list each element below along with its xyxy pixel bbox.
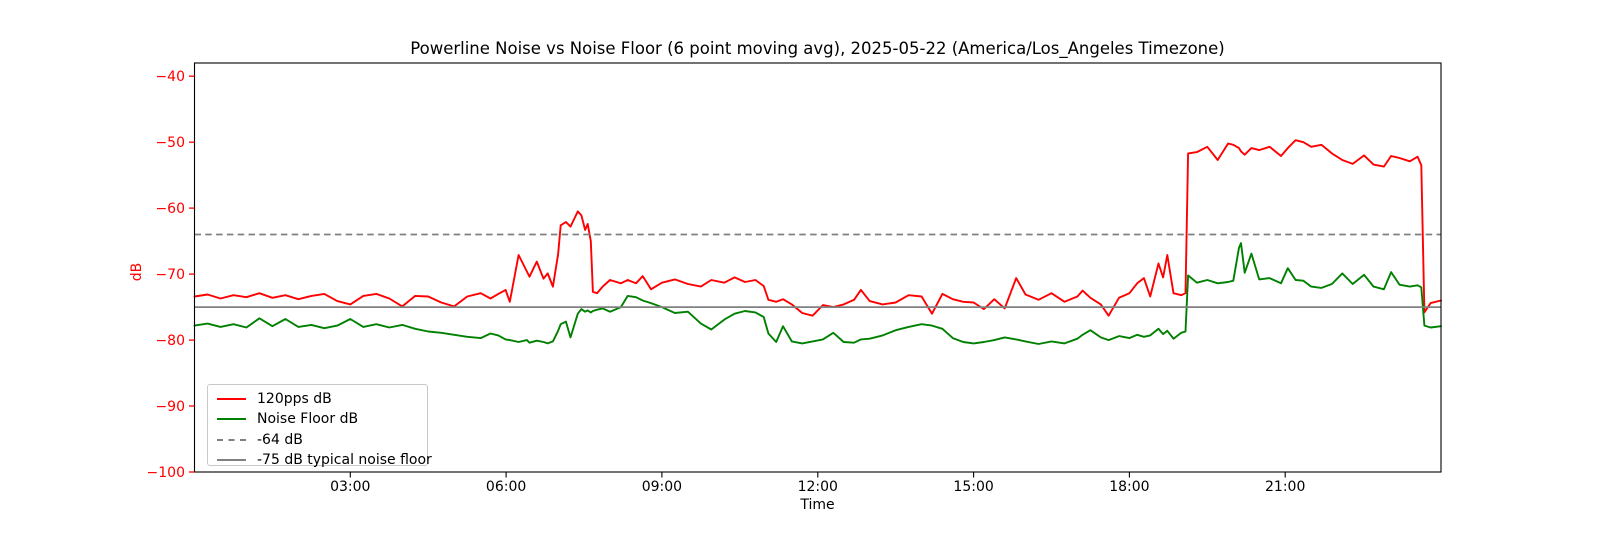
x-axis-ticks-group: 03:00 06:00 09:00 12:00 15:00 18:00 21:00 bbox=[330, 472, 1305, 495]
legend-item: 120pps dB bbox=[217, 389, 427, 409]
legend-item: Noise Floor dB bbox=[217, 409, 427, 429]
x-tick-label: 03:00 bbox=[330, 479, 370, 495]
x-tick-label: 18:00 bbox=[1109, 479, 1149, 495]
y-tick-label: −90 bbox=[155, 399, 185, 415]
chart-title: Powerline Noise vs Noise Floor (6 point … bbox=[410, 39, 1225, 58]
legend-swatch-120pps bbox=[217, 398, 246, 401]
y-tick-label: −80 bbox=[155, 333, 185, 349]
legend-item-label: Noise Floor dB bbox=[257, 411, 359, 428]
x-axis-label: Time bbox=[800, 497, 835, 513]
y-tick-label: −70 bbox=[155, 267, 185, 283]
reference-lines-group bbox=[194, 233, 1441, 309]
series-line-noise-floor-db bbox=[193, 242, 1442, 345]
series-group bbox=[193, 139, 1442, 345]
y-tick-label: −60 bbox=[155, 201, 185, 217]
legend-swatch-64db-line bbox=[217, 438, 246, 441]
legend-item-label: 120pps dB bbox=[257, 391, 332, 408]
legend-item-label: -64 dB bbox=[257, 431, 303, 448]
x-tick-label: 06:00 bbox=[486, 479, 526, 495]
y-tick-label: −50 bbox=[155, 135, 185, 151]
legend-item-label: -75 dB typical noise floor bbox=[257, 452, 432, 469]
legend-item: -64 dB bbox=[217, 430, 427, 450]
legend-swatch-75db-line bbox=[217, 459, 246, 462]
y-axis-ticks-group: −40 −50 −60 −70 −80 −90 −100 bbox=[147, 69, 195, 481]
series-line-120pps-db bbox=[193, 139, 1442, 317]
x-tick-label: 15:00 bbox=[953, 479, 993, 495]
x-tick-label: 12:00 bbox=[798, 479, 838, 495]
x-tick-label: 09:00 bbox=[642, 479, 682, 495]
legend-swatch-noise-floor bbox=[217, 418, 246, 421]
legend-item: -75 dB typical noise floor bbox=[217, 450, 432, 470]
x-tick-label: 21:00 bbox=[1265, 479, 1305, 495]
y-tick-label: −40 bbox=[155, 69, 185, 85]
legend: 120pps dB Noise Floor dB -64 dB -75 dB t… bbox=[207, 384, 432, 468]
y-tick-label: −100 bbox=[147, 465, 185, 481]
